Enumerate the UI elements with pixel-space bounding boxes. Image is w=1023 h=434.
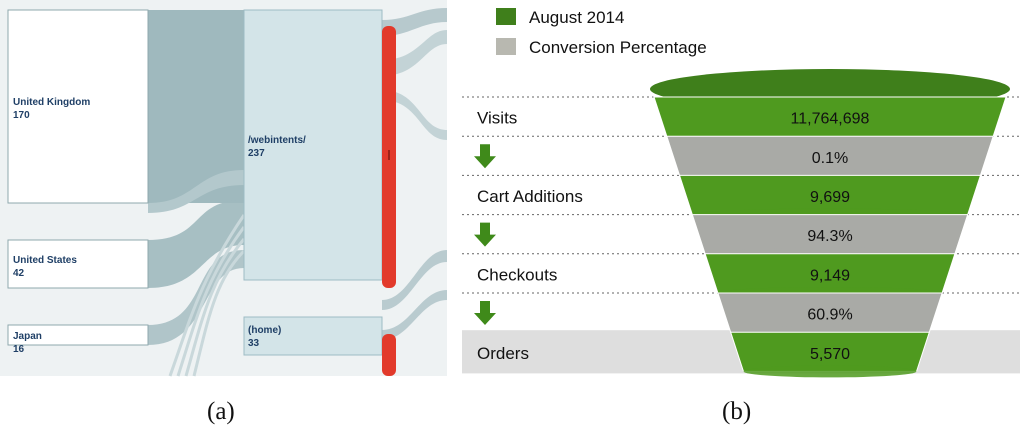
- panel-b-funnel-chart: August 2014 Conversion Percentage Visits C…: [462, 0, 1020, 378]
- funnel-value-conversion-3: 94.3%: [807, 228, 852, 245]
- flow-webintents-outgoing-top: [382, 8, 447, 36]
- page-label-home: (home): [248, 325, 281, 336]
- stage-label-orders: Orders: [477, 344, 529, 363]
- flow-thin-link: [192, 249, 246, 377]
- funnel-value-cart-additions: 9,699: [810, 189, 850, 206]
- flow-webintents-outgoing-bottom: [382, 250, 447, 310]
- down-arrow-icon: [474, 144, 496, 169]
- source-value-united-states: 42: [13, 268, 25, 279]
- legend-label-conversion-percentage: Conversion Percentage: [529, 38, 707, 57]
- stage-label-cart-additions: Cart Additions: [477, 187, 583, 206]
- panel-a-caption: (a): [207, 398, 235, 425]
- page-label-webintents: /webintents/: [248, 135, 306, 146]
- source-label-japan: Japan: [13, 331, 42, 342]
- funnel-segment-orders: [729, 331, 931, 372]
- flow-united-kingdom-to-webintents: [148, 10, 244, 203]
- flow-united-kingdom-secondary: [148, 170, 244, 213]
- down-arrow-icon: [474, 301, 496, 325]
- panel-a-exit-bars: [382, 26, 396, 376]
- down-arrow-icon: [474, 222, 496, 247]
- source-node-united-kingdom: [7, 9, 149, 204]
- legend-swatch-august-2014: [496, 8, 516, 25]
- panel-b-caption: (b): [722, 398, 752, 425]
- funnel-value-conversion-5: 60.9%: [807, 307, 852, 324]
- flow-webintents-outgoing-mid: [382, 30, 447, 76]
- panel-a-flows: [148, 8, 447, 377]
- flow-webintents-outgoing-low: [382, 90, 447, 140]
- panel-a-page-nodes: /webintents/237 (home) 33: [243, 9, 383, 356]
- flow-united-states-to-webintents: [148, 200, 244, 288]
- flow-thin-link: [168, 214, 246, 377]
- stage-label-visits: Visits: [477, 109, 517, 128]
- exit-bar-marker: [388, 150, 390, 160]
- funnel-value-visits: 11,764,698: [791, 111, 870, 128]
- source-value-japan: 16: [13, 344, 25, 355]
- panel-b-legend: August 2014 Conversion Percentage: [496, 8, 707, 57]
- stage-label-checkouts: Checkouts: [477, 265, 557, 284]
- source-node-united-states: [7, 239, 149, 289]
- source-label-united-states: United States: [13, 255, 77, 266]
- source-label-united-kingdom: United Kingdom: [13, 97, 90, 108]
- page-node-home: [243, 316, 383, 356]
- funnel-value-checkouts: 9,149: [810, 267, 850, 284]
- page-node-webintents: [243, 9, 383, 281]
- flow-thin-link: [184, 238, 246, 377]
- legend-label-august-2014: August 2014: [529, 8, 624, 27]
- page-value-webintents: 237: [248, 148, 265, 159]
- flow-home-outgoing: [382, 290, 447, 340]
- flow-thin-link: [176, 226, 246, 377]
- panel-a-source-nodes: United Kingdom 170 United States 42 Japan 16: [7, 9, 149, 355]
- funnel-value-conversion-1: 0.1%: [812, 150, 848, 167]
- source-node-japan: [7, 324, 149, 346]
- funnel-segment-rim: [743, 365, 917, 378]
- page-value-home: 33: [248, 338, 260, 349]
- source-value-united-kingdom: 170: [13, 110, 30, 121]
- legend-swatch-conversion-percentage: [496, 38, 516, 55]
- panel-b-funnel: 11,764,698 0.1% 9,699 94.3% 9,149 60.9% 5,570: [650, 69, 1010, 378]
- exit-bar-home: [382, 334, 396, 376]
- funnel-value-orders: 5,570: [810, 346, 850, 363]
